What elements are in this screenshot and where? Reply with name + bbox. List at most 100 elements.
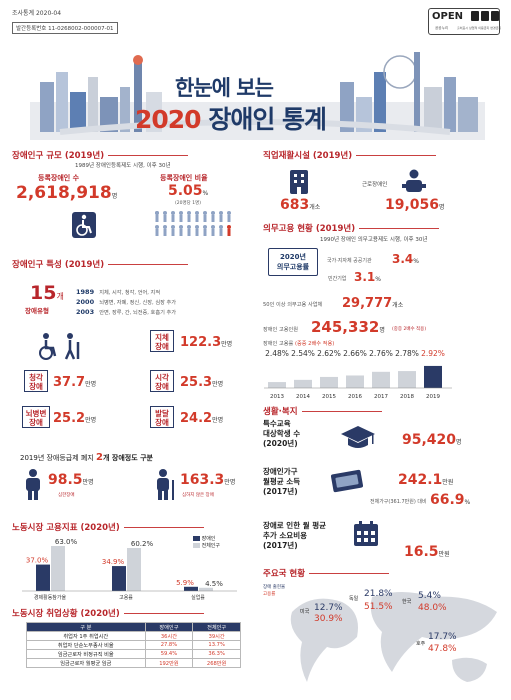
country-prev-australia: 17.7% (428, 632, 457, 642)
graduation-cap-icon (341, 426, 375, 448)
country-prev-germany: 21.8% (364, 589, 393, 599)
bar-disabled (36, 564, 50, 591)
table-row: 취업자 단순노무종사 비율 27.8% 13.7% (26, 640, 241, 650)
labor-legend: 장애인 전체인구 (193, 536, 220, 550)
legend-prevalence: 장애 출현율 (263, 585, 286, 590)
rate-bar-label: 2.48% (265, 349, 289, 358)
history-item: 2003 안면, 장루, 간, 뇌전증, 호흡기 추가 (76, 308, 177, 316)
welfare-section-title: 생활·복지 (263, 405, 382, 417)
category-label: 경제활동참가율 (34, 594, 67, 601)
rate-year-label: 2015 (322, 394, 336, 400)
history-item: 2000 뇌병변, 자폐, 정신, 신장, 심장 추가 (76, 298, 177, 306)
type-history-list: 1989 지체, 시각, 청각, 언어, 지적 2000 뇌병변, 자폐, 정신… (76, 279, 177, 316)
rate-bar (424, 365, 442, 388)
country-label-korea: 한국 (402, 599, 412, 605)
employment-rate-chart: 2.48% 2013 2.54% 2014 2.62% 2015 2.66% 2016 2.76… (264, 349, 452, 400)
types-label: 장애유형 (25, 307, 49, 315)
special-ed-label: 특수교육 대상학생 수 (2020년) (263, 419, 301, 448)
legend-disabled: 장애인 (193, 536, 220, 543)
building-icon (290, 170, 308, 194)
employees-value: 245,332명 (311, 318, 385, 336)
mandatory-rate-badge: 2020년 의무고용률 (268, 248, 318, 276)
rate-bar (372, 371, 390, 388)
count-value-hearing: 37.7만명 (53, 375, 97, 390)
title-line2: 장애인 통계 (208, 105, 327, 134)
ratio-note: (20명당 1명) (175, 201, 201, 206)
table-header: 구 분 (26, 622, 146, 632)
open-license-sub: 공공누리 (435, 26, 449, 30)
noncommercial-icon (481, 11, 489, 21)
table-row: 임금근로자 월평균 임금 192만원 268만원 (26, 658, 241, 668)
rate-bar (268, 382, 286, 388)
table-row: 임금근로자 비정규직 비율 59.4% 36.3% (26, 649, 241, 659)
mild-person-icon (157, 469, 174, 500)
rate-year-label: 2018 (400, 394, 414, 400)
ratio-label: 등록장애인 비율 (160, 174, 208, 182)
table-header: 전체인구 (192, 622, 241, 632)
workers-icon (402, 169, 426, 192)
rate-year-label: 2016 (348, 394, 362, 400)
country-prev-usa: 12.7% (314, 603, 343, 613)
mild-label: 심하지 않은 장애 (182, 493, 214, 498)
cost-value: 16.5만원 (404, 544, 450, 560)
employment-table: 구 분 장애인구 전체인구 취업자 1주 취업시간 36시간 39시간 취업자 단순… (26, 622, 241, 668)
bar-label-total: 60.2% (131, 540, 154, 548)
cost-label: 장애로 인한 월 평균 추가 소요비용 (2017년) (263, 521, 327, 550)
country-emp-korea: 48.0% (418, 603, 447, 613)
count-value-visual: 25.3만명 (180, 375, 224, 390)
income-label: 장애인가구 월평균 소득 (2017년) (263, 467, 301, 496)
public-label: 국가·지자체 공공기관 (327, 258, 372, 264)
rate-label: 장애인 고용률 (중증 2배수 적용) (263, 341, 335, 347)
rate-bar (346, 375, 364, 388)
legend-employment: 고용률 (263, 592, 276, 597)
employment-section-title: 노동시장 취업상황 (2020년) (12, 607, 204, 619)
rate-bar-label: 2.62% (317, 349, 341, 358)
rate-year-label: 2017 (374, 394, 388, 400)
registered-label: 등록장애인 수 (38, 174, 80, 182)
bar-total (199, 587, 213, 591)
country-emp-usa: 30.9% (314, 614, 343, 624)
rehab-section-title: 직업재활시설 (2019년) (263, 149, 436, 161)
count-label-physical: 지체 장애 (150, 330, 174, 352)
people-grid-icon (155, 211, 231, 236)
characteristics-section-title: 장애인구 특성 (2019년) (12, 258, 188, 270)
special-ed-value: 95,420명 (402, 432, 462, 448)
table-header: 장애인구 (144, 622, 194, 632)
bar-total (127, 548, 141, 591)
country-prev-korea: 5.4% (418, 591, 441, 601)
rate-bar-label: 2.92% (421, 349, 445, 358)
employees-note: (중증 2배수 적용) (392, 327, 427, 332)
registered-value: 2,618,918명 (16, 183, 118, 203)
population-subtitle: 1989년 장애인등록제도 시행, 이후 30년 (75, 163, 171, 169)
grade-abolition-line: 2019년 장애등급제 폐지 2개 장애정도 구분 (20, 452, 153, 463)
count-label-developmental: 발달 장애 (150, 406, 174, 428)
income-note: 전체가구(361.7만원) 대비 (370, 499, 427, 505)
workplaces-label: 50인 이상 의무고용 사업체 (263, 302, 323, 308)
open-logo-text: OPEN (432, 11, 464, 22)
facilities-value: 683개소 (280, 197, 321, 213)
rate-year-label: 2013 (270, 394, 284, 400)
bar-total (51, 546, 65, 591)
publication-number: 발간등록번호 11-0268002-000007-01 (12, 22, 118, 34)
bar-disabled (184, 586, 198, 591)
severe-value: 98.5만명 (48, 472, 94, 488)
title-line1: 한눈에 보는 (175, 76, 274, 100)
city-skyline-illustration (30, 52, 485, 140)
private-label: 민간기업 (328, 276, 347, 282)
main-title: 2020 장애인 통계 (135, 100, 327, 136)
rate-bar (398, 371, 416, 388)
table-row: 취업자 1주 취업시간 36시간 39시간 (26, 631, 241, 641)
count-value-physical: 122.3만명 (180, 335, 233, 350)
open-license-badge: OPEN 공공누리 출처표시 상업적 이용금지 변경금지 (428, 8, 501, 35)
count-label-hearing: 청각 장애 (24, 370, 48, 392)
mandatory-section-title: 의무고용 현황 (2019년) (263, 222, 439, 234)
legend-total: 전체인구 (193, 543, 220, 550)
workplaces-value: 29,777개소 (342, 296, 404, 311)
rate-bar-label: 2.76% (369, 349, 393, 358)
workers-value: 19,056명 (385, 197, 445, 213)
rate-year-label: 2014 (296, 394, 310, 400)
severe-label: 심한장애 (58, 493, 75, 498)
labor-bar-chart: 37.0% 63.0% 경제활동참가율 34.9% 60.2% 고용률 5.9% 4.5%실업… (22, 538, 237, 601)
country-emp-germany: 51.5% (364, 602, 393, 612)
bar-label-disabled: 34.9% (102, 558, 125, 566)
